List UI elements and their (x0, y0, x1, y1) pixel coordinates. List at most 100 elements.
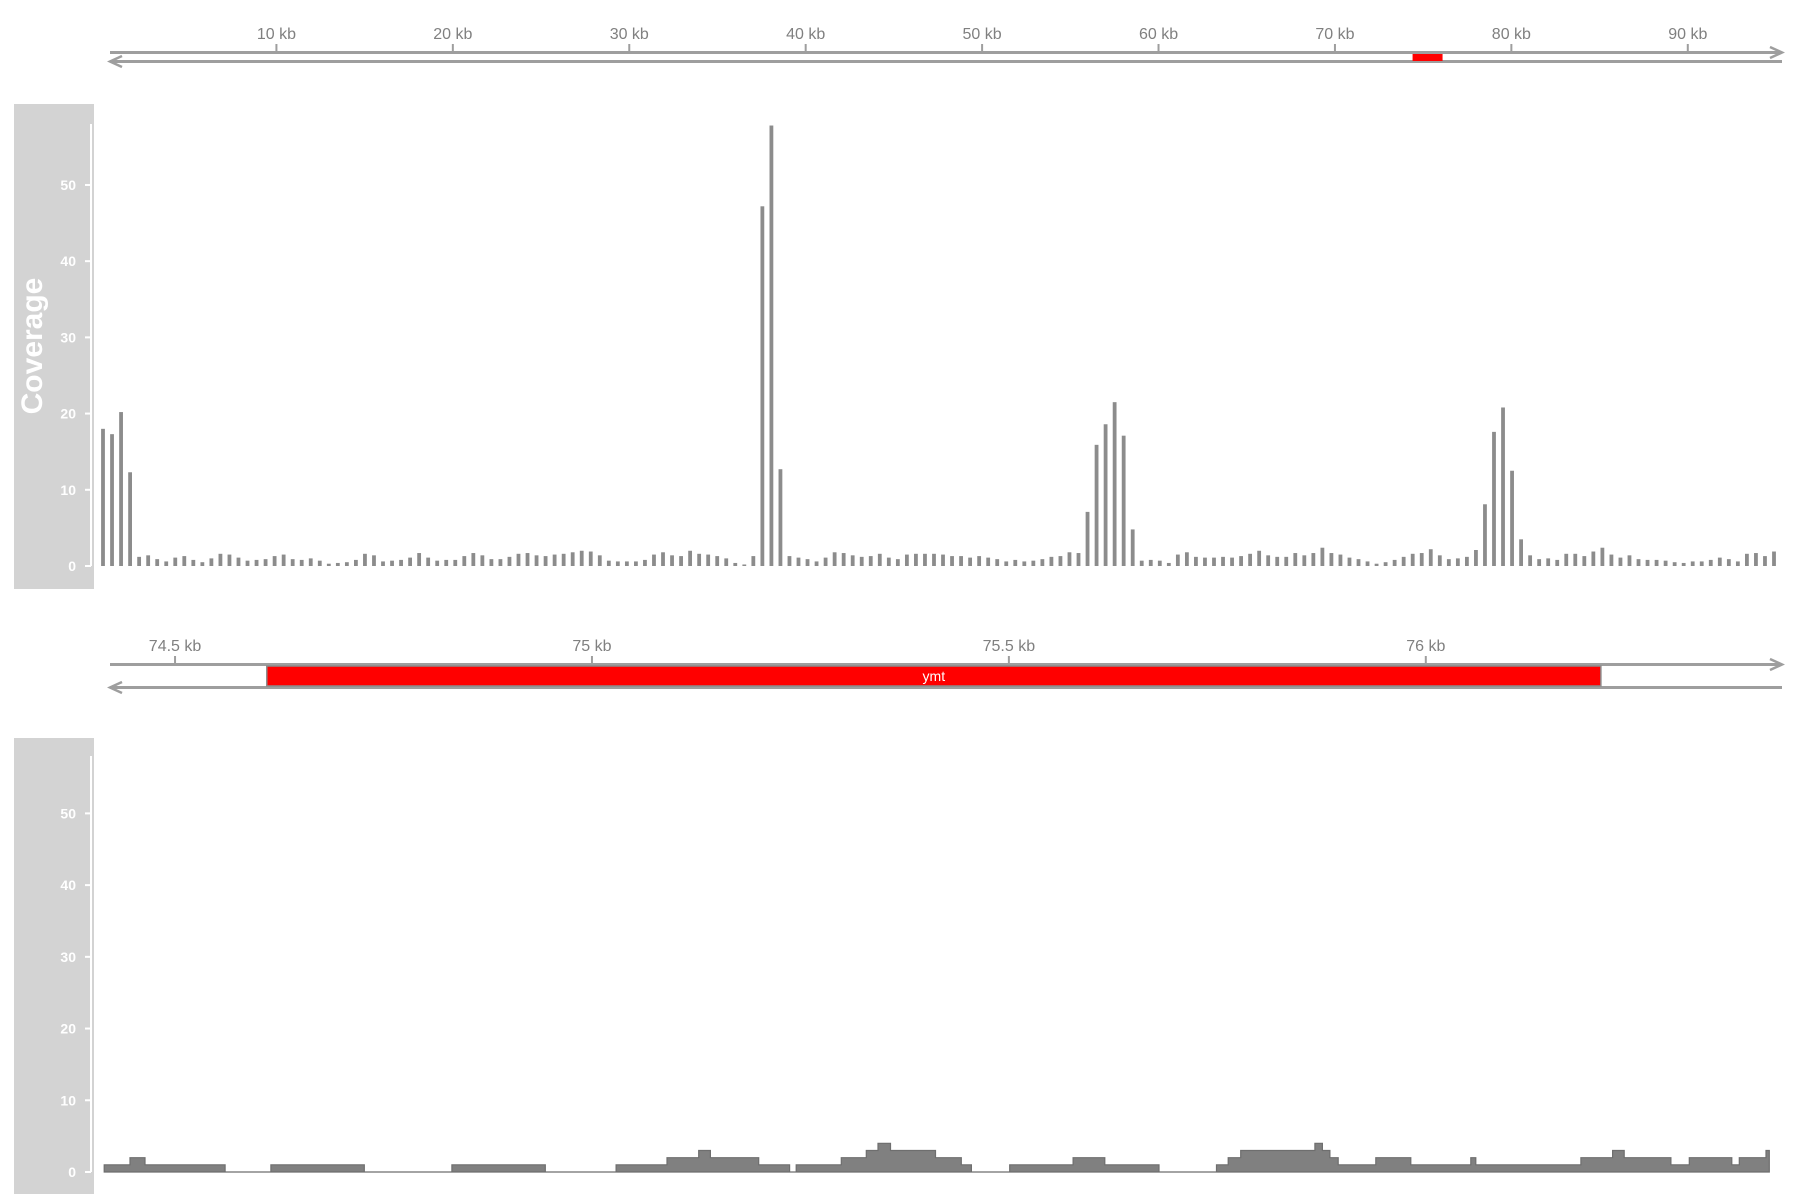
coverage-bar (290, 559, 295, 566)
coverage-bar (1591, 551, 1596, 566)
coverage-bar (1275, 556, 1280, 566)
coverage-bar (453, 559, 458, 566)
coverage-bar (1392, 559, 1397, 566)
zoom-ytick-label: 10 (60, 1092, 76, 1108)
coverage-bar (1492, 431, 1496, 566)
coverage-bar (606, 560, 611, 566)
coverage-bar (670, 555, 674, 566)
coverage-bar (679, 556, 683, 566)
coverage-bar (1383, 562, 1388, 566)
coverage-bar (1094, 444, 1099, 566)
coverage-bar (895, 559, 900, 566)
coverage-bar (155, 559, 160, 566)
coverage-bar (119, 412, 123, 566)
coverage-bar (1754, 553, 1758, 566)
coverage-bar (1654, 559, 1659, 566)
coverage-bar (579, 550, 584, 566)
coverage-bar (751, 556, 756, 566)
coverage-bar (1049, 556, 1054, 566)
coverage-bar (390, 560, 394, 566)
overview-ytick-label: 0 (68, 558, 76, 574)
coverage-bar (1546, 558, 1551, 566)
coverage-bar (516, 553, 521, 566)
zoom-ytick-label: 50 (60, 805, 76, 821)
zoom-ytick-label: 20 (60, 1021, 76, 1037)
coverage-bar (1410, 553, 1415, 566)
coverage-bar (823, 557, 828, 566)
coverage-bar (1708, 559, 1713, 566)
coverage-bar (570, 552, 575, 566)
coverage-bar (1004, 561, 1009, 566)
overview-tick-label: 30 kb (610, 26, 649, 43)
coverage-bar (1347, 557, 1352, 566)
coverage-bar (796, 557, 801, 566)
coverage-bar (1663, 560, 1668, 566)
coverage-bar (381, 561, 385, 566)
coverage-bar (615, 561, 620, 566)
coverage-bar (1645, 559, 1650, 566)
coverage-bar (588, 551, 593, 566)
coverage-overview-panel: Coverage 0 10 20 30 40 50 (14, 104, 1776, 589)
coverage-bar (841, 553, 846, 566)
coverage-bar (1609, 554, 1614, 566)
coverage-bar (624, 561, 629, 566)
coverage-bar (1365, 561, 1370, 566)
coverage-bar (101, 428, 105, 566)
coverage-bar (877, 553, 882, 566)
gene-ymt-bar (266, 665, 1602, 687)
coverage-bar (1031, 560, 1036, 566)
coverage-bar (778, 469, 783, 566)
coverage-bar (534, 555, 539, 566)
coverage-bar (1320, 547, 1325, 566)
overview-ruler-reverse-arrow (106, 54, 123, 69)
coverage-bar (1067, 552, 1072, 566)
overview-ytick-label: 30 (60, 329, 76, 345)
zoom-tick-label: 76 kb (1406, 638, 1445, 655)
coverage-bar (1040, 559, 1045, 566)
zoom-ytick-label: 30 (60, 949, 76, 965)
coverage-bar (1148, 559, 1153, 566)
coverage-bar (1474, 549, 1478, 566)
coverage-bar (1564, 553, 1569, 566)
coverage-bar (245, 560, 250, 566)
coverage-bar (1356, 559, 1361, 566)
coverage-bar (995, 559, 1000, 566)
coverage-bar (661, 552, 665, 566)
coverage-bar (1175, 554, 1180, 566)
coverage-bar (959, 556, 963, 566)
coverage-bar (182, 556, 187, 566)
coverage-bar (914, 553, 918, 566)
overview-ytick-label: 40 (60, 253, 76, 269)
coverage-bar (363, 553, 367, 566)
overview-tick-label: 60 kb (1139, 26, 1178, 43)
zoom-tick-label: 74.5 kb (149, 638, 202, 655)
coverage-bar (1022, 561, 1027, 566)
coverage-area (103, 1142, 1770, 1173)
coverage-bar (344, 562, 349, 566)
coverage-bar (1690, 561, 1695, 566)
coverage-bar (146, 555, 151, 566)
coverage-bar (1636, 559, 1641, 566)
coverage-bar (335, 562, 340, 566)
coverage-bar (1329, 553, 1334, 566)
coverage-bar (868, 556, 873, 566)
coverage-bar (1130, 529, 1135, 566)
coverage-bar (1510, 470, 1514, 566)
coverage-bar (697, 553, 702, 566)
coverage-bar (426, 557, 431, 566)
coverage-bar (1103, 424, 1108, 566)
coverage-bar (1582, 556, 1587, 566)
coverage-bar (1501, 407, 1505, 566)
coverage-bar (832, 552, 837, 566)
coverage-bar (688, 550, 693, 566)
zoom-ytick-label: 0 (68, 1164, 76, 1180)
coverage-bar (1537, 559, 1542, 566)
coverage-bar (444, 559, 449, 566)
coverage-bar (110, 434, 114, 566)
coverage-bar (128, 472, 132, 566)
coverage-bar (317, 560, 322, 566)
coverage-bar (1112, 402, 1117, 566)
coverage-bar (263, 559, 268, 566)
coverage-bar (1455, 558, 1460, 566)
